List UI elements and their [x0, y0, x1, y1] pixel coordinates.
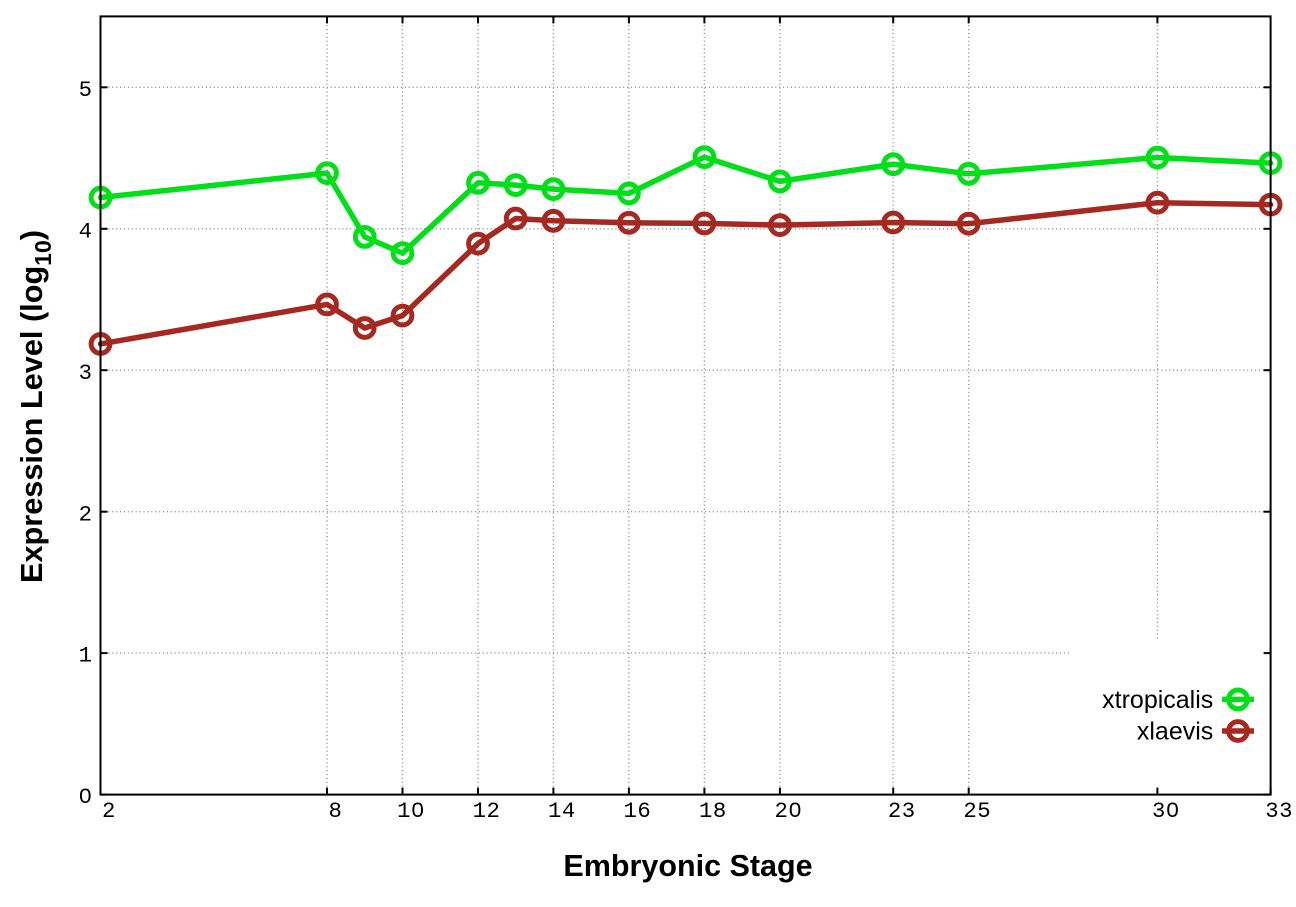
svg-text:30: 30 — [1152, 798, 1180, 824]
svg-text:3: 3 — [79, 360, 93, 386]
svg-text:12: 12 — [473, 798, 501, 824]
svg-text:1: 1 — [79, 643, 93, 669]
svg-text:xlaevis: xlaevis — [1137, 718, 1213, 746]
svg-text:33: 33 — [1265, 798, 1293, 824]
svg-text:2: 2 — [102, 798, 116, 824]
svg-text:14: 14 — [548, 798, 576, 824]
svg-text:23: 23 — [888, 798, 916, 824]
svg-text:xtropicalis: xtropicalis — [1102, 686, 1213, 714]
svg-text:10: 10 — [397, 798, 425, 824]
svg-text:8: 8 — [329, 798, 343, 824]
svg-text:18: 18 — [699, 798, 727, 824]
svg-text:20: 20 — [775, 798, 803, 824]
svg-text:Embryonic Stage: Embryonic Stage — [563, 849, 812, 883]
svg-text:2: 2 — [79, 501, 93, 527]
svg-text:25: 25 — [963, 798, 991, 824]
svg-text:16: 16 — [624, 798, 652, 824]
svg-text:4: 4 — [79, 218, 93, 244]
svg-text:5: 5 — [79, 77, 93, 103]
